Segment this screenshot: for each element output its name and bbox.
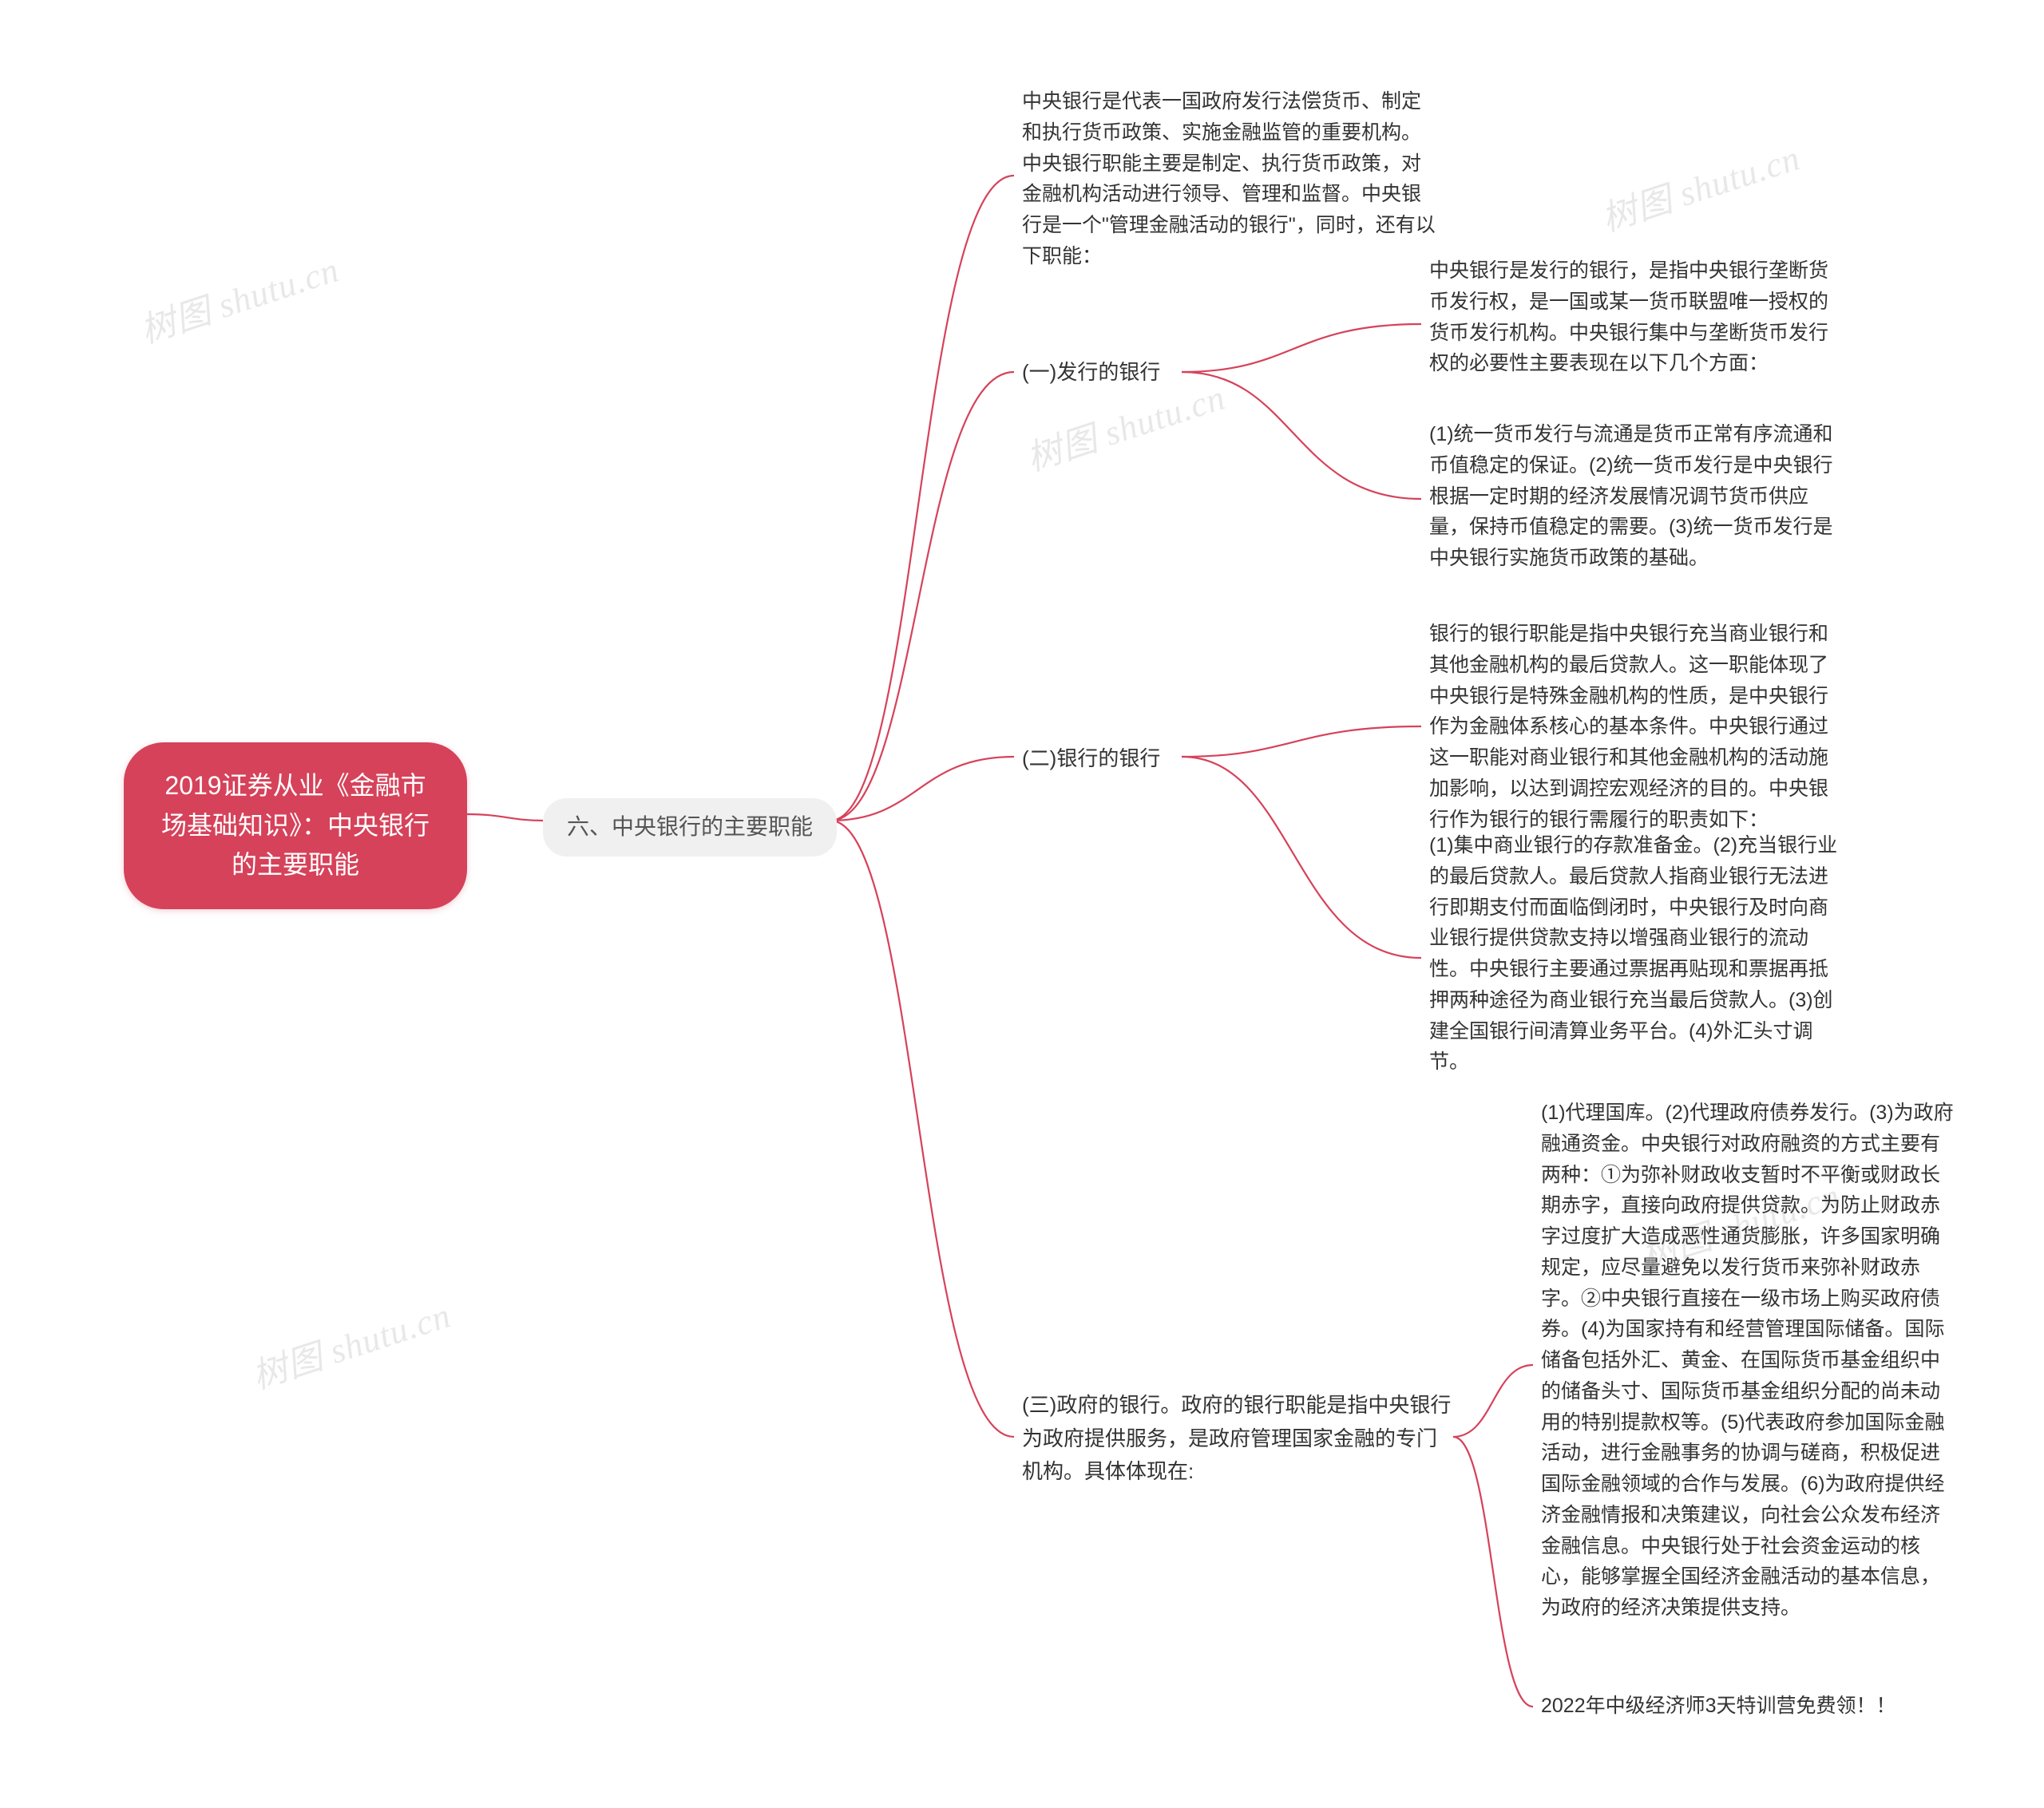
leaf-text: 中央银行是代表一国政府发行法偿货币、制定和执行货币政策、实施金融监管的重要机构。… — [1022, 90, 1436, 267]
branch-n2[interactable]: (二)银行的银行 — [1022, 742, 1160, 776]
leaf-intro[interactable]: 中央银行是代表一国政府发行法偿货币、制定和执行货币政策、实施金融监管的重要机构。… — [1022, 86, 1437, 272]
leaf-n3b[interactable]: 2022年中级经济师3天特训营免费领！！ — [1541, 1691, 1956, 1722]
edge — [467, 814, 543, 821]
leaf-text: 2022年中级经济师3天特训营免费领！！ — [1541, 1695, 1896, 1717]
leaf-text: (1)集中商业银行的存款准备金。(2)充当银行业的最后贷款人。最后贷款人指商业银… — [1429, 834, 1837, 1073]
edge — [1453, 1365, 1533, 1437]
leaf-text: (1)代理国库。(2)代理政府债券发行。(3)为政府融通资金。中央银行对政府融资… — [1541, 1102, 1954, 1619]
leaf-n3a[interactable]: (1)代理国库。(2)代理政府债券发行。(3)为政府融通资金。中央银行对政府融资… — [1541, 1098, 1956, 1624]
edge — [830, 372, 1014, 821]
branch-n3[interactable]: (三)政府的银行。政府的银行职能是指中央银行为政府提供服务，是政府管理国家金融的… — [1022, 1389, 1453, 1489]
level1-text: 六、中央银行的主要职能 — [567, 814, 813, 839]
watermark: 树图 shutu.cn — [133, 241, 344, 354]
leaf-n2b[interactable]: (1)集中商业银行的存款准备金。(2)充当银行业的最后贷款人。最后贷款人指商业银… — [1429, 830, 1844, 1078]
edge — [830, 176, 1014, 821]
leaf-text: (1)统一货币发行与流通是货币正常有序流通和币值稳定的保证。(2)统一货币发行是… — [1429, 423, 1833, 569]
leaf-n2a[interactable]: 银行的银行职能是指中央银行充当商业银行和其他金融机构的最后贷款人。这一职能体现了… — [1429, 619, 1844, 835]
watermark: 树图 shutu.cn — [244, 1287, 456, 1399]
branch-text: (三)政府的银行。政府的银行职能是指中央银行为政府提供服务，是政府管理国家金融的… — [1022, 1393, 1451, 1483]
leaf-n1a[interactable]: 中央银行是发行的银行，是指中央银行垄断货币发行权，是一国或某一货币联盟唯一授权的… — [1429, 255, 1844, 379]
branch-n1[interactable]: (一)发行的银行 — [1022, 356, 1160, 390]
edge — [1182, 757, 1421, 958]
branch-text: (一)发行的银行 — [1022, 360, 1160, 384]
edge — [1453, 1437, 1533, 1707]
mindmap-canvas: 树图 shutu.cn 树图 shutu.cn 树图 shutu.cn 树图 s… — [0, 0, 2044, 1808]
leaf-text: 中央银行是发行的银行，是指中央银行垄断货币发行权，是一国或某一货币联盟唯一授权的… — [1429, 259, 1828, 374]
edge — [1182, 372, 1421, 499]
root-node[interactable]: 2019证券从业《金融市场基础知识》：中央银行的主要职能 — [124, 742, 467, 909]
edge — [1182, 726, 1421, 757]
branch-text: (二)银行的银行 — [1022, 746, 1160, 770]
watermark: 树图 shutu.cn — [1594, 129, 1805, 242]
root-text: 2019证券从业《金融市场基础知识》：中央银行的主要职能 — [161, 771, 430, 879]
edge — [1182, 324, 1421, 372]
edge — [830, 757, 1014, 821]
leaf-text: 银行的银行职能是指中央银行充当商业银行和其他金融机构的最后贷款人。这一职能体现了… — [1429, 623, 1828, 831]
edge — [830, 821, 1014, 1437]
leaf-n1b[interactable]: (1)统一货币发行与流通是货币正常有序流通和币值稳定的保证。(2)统一货币发行是… — [1429, 419, 1844, 574]
level1-node[interactable]: 六、中央银行的主要职能 — [543, 798, 837, 857]
